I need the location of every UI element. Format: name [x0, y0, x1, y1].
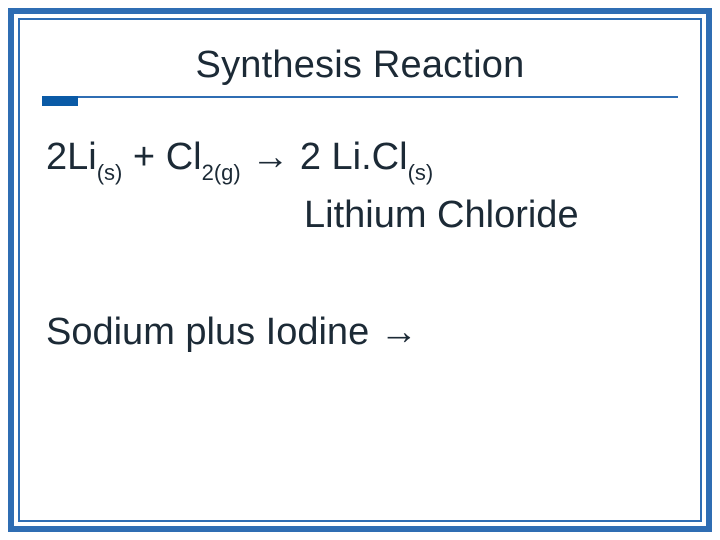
eq-elem-1: Li [67, 136, 97, 178]
eq-plus: + [122, 136, 165, 178]
prompt-text: Sodium plus Iodine [46, 311, 380, 353]
slide-body: 2Li(s) + Cl2(g) → 2 Li.Cl(s) Lithium Chl… [42, 128, 678, 516]
eq-sub-1: (s) [97, 160, 123, 185]
eq-product: Li.Cl [332, 136, 408, 178]
prompt-arrow: → [380, 311, 418, 353]
eq-sub-3: (s) [408, 160, 434, 185]
eq-sub-2: 2(g) [202, 160, 241, 185]
eq-elem-2: Cl [166, 136, 202, 178]
slide: Synthesis Reaction 2Li(s) + Cl2(g) → 2 L… [0, 0, 720, 540]
eq-coef-2: 2 [300, 136, 332, 178]
eq-coef-1: 2 [46, 136, 67, 178]
prompt-line: Sodium plus Iodine → [46, 311, 674, 354]
title-underline [42, 96, 678, 98]
title-region: Synthesis Reaction [28, 24, 692, 106]
title-accent [42, 96, 78, 106]
slide-title: Synthesis Reaction [196, 44, 525, 87]
chemical-equation: 2Li(s) + Cl2(g) → 2 Li.Cl(s) [46, 134, 674, 184]
product-name: Lithium Chloride [46, 194, 674, 237]
eq-arrow: → [241, 136, 300, 178]
